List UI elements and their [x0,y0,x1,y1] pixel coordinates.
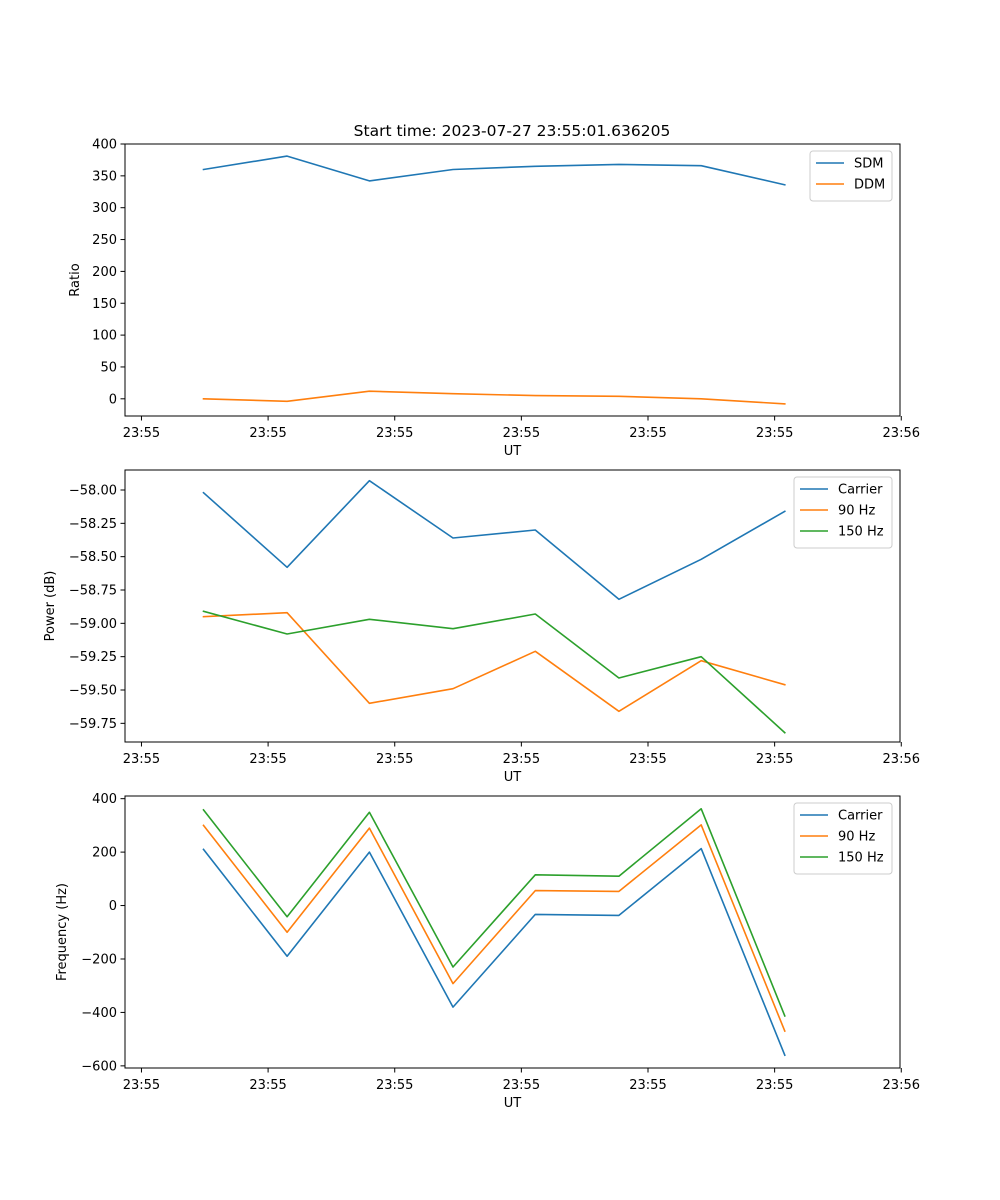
ratio-series-line-sdm [202,155,786,186]
ratio-y-tick-label: 100 [92,329,117,344]
ratio-y-tick-label: 200 [92,265,117,280]
ratio-x-axis-label: UT [504,444,522,459]
frequency-legend-label-150-hz: 150 Hz [838,851,884,866]
frequency-x-axis-label: UT [504,1096,522,1111]
power-x-tick-label: 23:56 [883,752,920,767]
ratio-y-tick-label: 50 [100,360,117,375]
power-series-line-90-hz [202,611,786,713]
power-y-tick-label: −58.00 [69,484,117,499]
frequency-x-tick-label: 23:55 [503,1078,540,1093]
power-legend-label-carrier: Carrier [838,483,883,498]
frequency-series-line-carrier [202,847,786,1057]
frequency-x-tick-label: 23:55 [249,1078,286,1093]
frequency-y-tick-label: −200 [81,952,117,967]
ratio-plot-frame [124,143,901,417]
ratio-x-tick-label: 23:55 [376,426,413,441]
power-y-axis-label: Power (dB) [43,571,58,642]
ratio-x-tick-label: 23:55 [629,426,666,441]
power-x-tick-label: 23:55 [123,752,160,767]
power-x-axis-label: UT [504,770,522,785]
power-legend-label-90-hz: 90 Hz [838,504,875,519]
frequency-plot-frame [124,795,901,1069]
power-series-line-150-hz [202,610,786,734]
frequency-legend-label-90-hz: 90 Hz [838,830,875,845]
frequency-y-tick-label: −400 [81,1006,117,1021]
ratio-series-line-ddm [202,390,786,405]
power-y-tick-label: −59.75 [69,717,117,732]
power-legend-label-150-hz: 150 Hz [838,525,884,540]
ratio-y-tick-label: 350 [92,169,117,184]
ratio-x-tick-label: 23:55 [249,426,286,441]
ratio-x-tick-label: 23:55 [123,426,160,441]
frequency-series-line-150-hz [202,807,786,1017]
ratio-legend-label-sdm: SDM [854,157,883,172]
ratio-legend-label-ddm: DDM [854,178,885,193]
power-y-tick-label: −59.00 [69,617,117,632]
ratio-x-tick-label: 23:55 [503,426,540,441]
frequency-panel: 23:55 23:55 23:55 23:55 23:55 23:55 23:56 −600 −… [55,792,920,1111]
frequency-x-tick-label: 23:55 [123,1078,160,1093]
power-x-tick-label: 23:55 [376,752,413,767]
power-y-tick-label: −59.50 [69,684,117,699]
ratio-x-tick-label: 23:55 [756,426,793,441]
power-x-tick-label: 23:55 [249,752,286,767]
ratio-y-tick-label: 250 [92,233,117,248]
frequency-x-tick-label: 23:55 [756,1078,793,1093]
frequency-y-tick-label: 200 [92,846,117,861]
power-x-tick-label: 23:55 [503,752,540,767]
frequency-y-tick-label: 400 [92,792,117,807]
frequency-y-axis-label: Frequency (Hz) [55,883,70,981]
power-x-tick-label: 23:55 [629,752,666,767]
power-y-tick-label: −58.25 [69,517,117,532]
ratio-y-tick-label: 150 [92,297,117,312]
power-plot-frame [124,469,901,743]
ratio-y-tick-label: 400 [92,138,117,153]
frequency-x-tick-label: 23:55 [629,1078,666,1093]
frequency-x-tick-label: 23:55 [376,1078,413,1093]
ratio-y-tick-label: 300 [92,201,117,216]
power-x-tick-label: 23:55 [756,752,793,767]
ratio-panel: 23:55 23:55 23:55 23:55 23:55 23:55 23:56 0 50 10… [68,138,920,460]
frequency-legend-label-carrier: Carrier [838,809,883,824]
ratio-y-tick-label: 0 [109,392,117,407]
frequency-y-tick-label: 0 [109,899,117,914]
power-y-tick-label: −59.25 [69,650,117,665]
power-y-tick-label: −58.75 [69,584,117,599]
frequency-y-tick-label: −600 [81,1059,117,1074]
power-series-line-carrier [202,479,786,601]
power-y-tick-label: −58.50 [69,550,117,565]
power-panel: 23:55 23:55 23:55 23:55 23:55 23:55 23:56 −59.7… [43,469,920,785]
frequency-x-tick-label: 23:56 [883,1078,920,1093]
frequency-series-line-90-hz [202,824,786,1033]
ratio-y-axis-label: Ratio [68,263,83,296]
figure-title: Start time: 2023-07-27 23:55:01.636205 [354,122,671,140]
ratio-x-tick-label: 23:56 [883,426,920,441]
